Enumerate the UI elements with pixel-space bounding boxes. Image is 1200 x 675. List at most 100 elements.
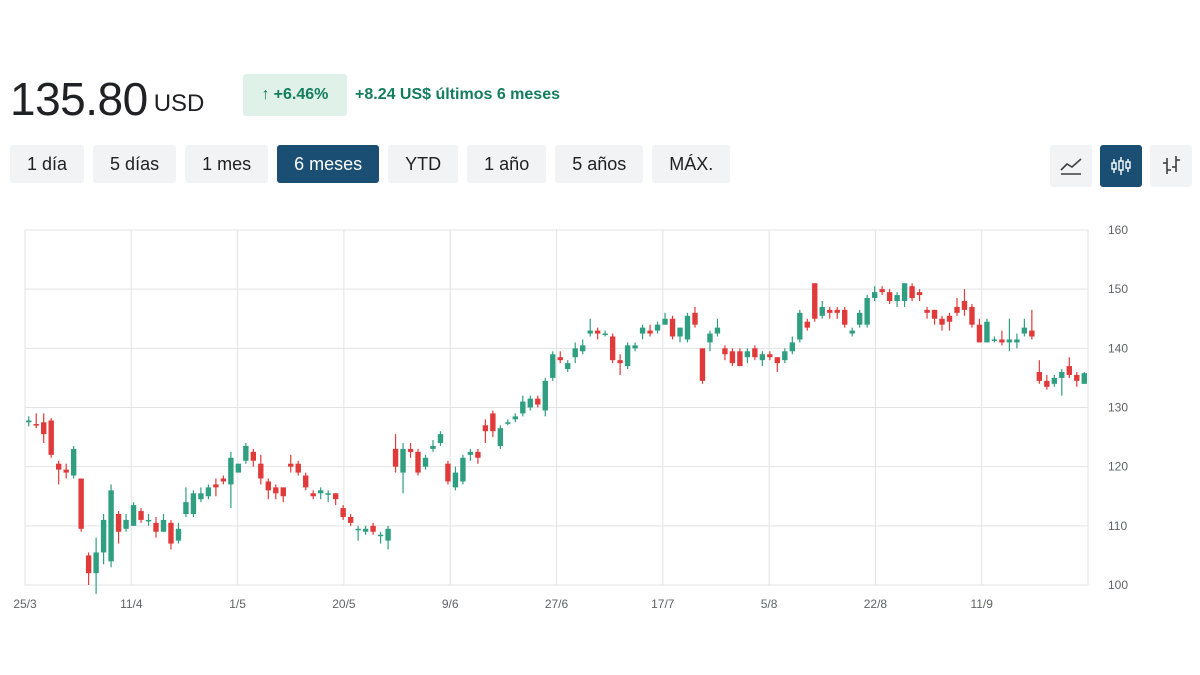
candle-body	[797, 312, 803, 340]
range-1-year-button[interactable]: 1 año	[467, 145, 547, 183]
x-tick-label: 11/9	[970, 597, 993, 611]
candle-body	[946, 315, 953, 322]
range-ytd-button[interactable]: YTD	[388, 145, 459, 183]
range-1-day-button[interactable]: 1 día	[10, 145, 85, 183]
candle-body	[527, 398, 533, 408]
candle-body	[130, 505, 137, 526]
candle-body	[385, 528, 391, 541]
x-tick-label: 1/5	[229, 597, 246, 611]
candle-body	[310, 493, 316, 497]
candle-body	[317, 490, 324, 494]
candle-body	[355, 528, 361, 531]
candle-body	[41, 422, 47, 435]
candle-body	[550, 354, 556, 378]
change-percent-badge: ↑ +6.46%	[243, 74, 347, 116]
range-5-days-button[interactable]: 5 días	[93, 145, 177, 183]
candlestick-chart-button[interactable]	[1100, 145, 1142, 187]
candle-body	[834, 309, 840, 313]
candle-body	[692, 312, 698, 325]
candle-body	[707, 333, 713, 343]
ohlc-chart-icon	[1163, 156, 1180, 174]
x-tick-label: 20/5	[332, 597, 356, 611]
range-1-month-button[interactable]: 1 mes	[185, 145, 269, 183]
arrow-up-icon: ↑	[261, 86, 270, 103]
candle-body	[482, 425, 489, 432]
candle-body	[789, 342, 796, 352]
range-max-button[interactable]: MÁX.	[652, 145, 731, 183]
candle-body	[422, 457, 429, 467]
candle-body	[1066, 366, 1072, 375]
y-tick-label: 120	[1108, 460, 1128, 474]
range-6-months-button[interactable]: 6 meses	[277, 145, 380, 183]
candle-body	[325, 493, 331, 495]
candle-body	[26, 420, 32, 423]
candle-body	[984, 321, 990, 343]
candle-body	[33, 424, 39, 426]
candle-body	[542, 380, 548, 411]
x-tick-label: 25/3	[13, 597, 37, 611]
y-tick-label: 150	[1108, 282, 1128, 296]
candle-body	[856, 312, 863, 325]
candle-body	[991, 339, 998, 341]
y-tick-label: 160	[1108, 223, 1128, 237]
candle-body	[864, 298, 870, 325]
candle-body	[587, 330, 593, 334]
candle-body	[497, 428, 504, 446]
candle-body	[1021, 327, 1028, 334]
x-tick-label: 17/7	[651, 597, 675, 611]
candle-body	[737, 351, 743, 367]
ohlc-chart-button[interactable]	[1150, 145, 1192, 187]
candle-body	[512, 416, 519, 420]
y-tick-label: 100	[1108, 578, 1128, 592]
candle-body	[273, 487, 279, 494]
candle-body	[145, 519, 152, 522]
candle-body	[505, 422, 511, 424]
candle-body	[55, 463, 62, 470]
candle-body	[347, 516, 354, 523]
range-5-years-button[interactable]: 5 años	[555, 145, 644, 183]
candle-body	[565, 363, 571, 370]
candle-body	[684, 315, 691, 340]
candle-body	[729, 351, 736, 364]
candle-body	[662, 318, 668, 325]
x-tick-label: 27/6	[545, 597, 569, 611]
candle-body	[871, 292, 878, 299]
candle-body	[961, 301, 968, 310]
candle-body	[722, 348, 728, 355]
candle-body	[639, 327, 646, 334]
candle-body	[1059, 372, 1065, 378]
candlestick-chart[interactable]: 100 110 120 130 140 150 160 25/3 11/4 1/5 20/5 9/6 2…	[0, 215, 1200, 625]
candle-body	[370, 525, 376, 532]
candle-body	[392, 448, 399, 467]
candle-body	[999, 339, 1005, 343]
range-selector: 1 día 5 días 1 mes 6 meses YTD 1 año 5 a…	[10, 145, 731, 183]
candle-body	[752, 348, 758, 358]
candle-body	[400, 448, 406, 473]
line-chart-button[interactable]	[1050, 145, 1092, 187]
candle-body	[85, 555, 92, 574]
candle-body	[714, 327, 721, 334]
candle-body	[632, 345, 638, 349]
candle-body	[842, 309, 848, 325]
candle-body	[160, 519, 167, 532]
candle-body	[220, 478, 227, 482]
candle-body	[744, 351, 751, 358]
candle-body	[931, 309, 938, 319]
candle-body	[969, 306, 975, 325]
candle-body	[767, 354, 773, 358]
candle-body	[415, 451, 421, 473]
candle-body	[602, 333, 608, 336]
candle-body	[782, 351, 788, 361]
candle-body	[939, 318, 945, 325]
candle-body	[535, 398, 541, 405]
candle-body	[759, 354, 766, 361]
candle-body	[280, 487, 286, 497]
candle-body	[1029, 330, 1035, 337]
candle-body	[490, 413, 496, 432]
candle-body	[774, 357, 781, 364]
candle-body	[78, 478, 84, 529]
candle-body	[213, 484, 219, 488]
candle-body	[617, 360, 623, 364]
candle-body	[332, 493, 339, 500]
candle-body	[1051, 377, 1058, 384]
